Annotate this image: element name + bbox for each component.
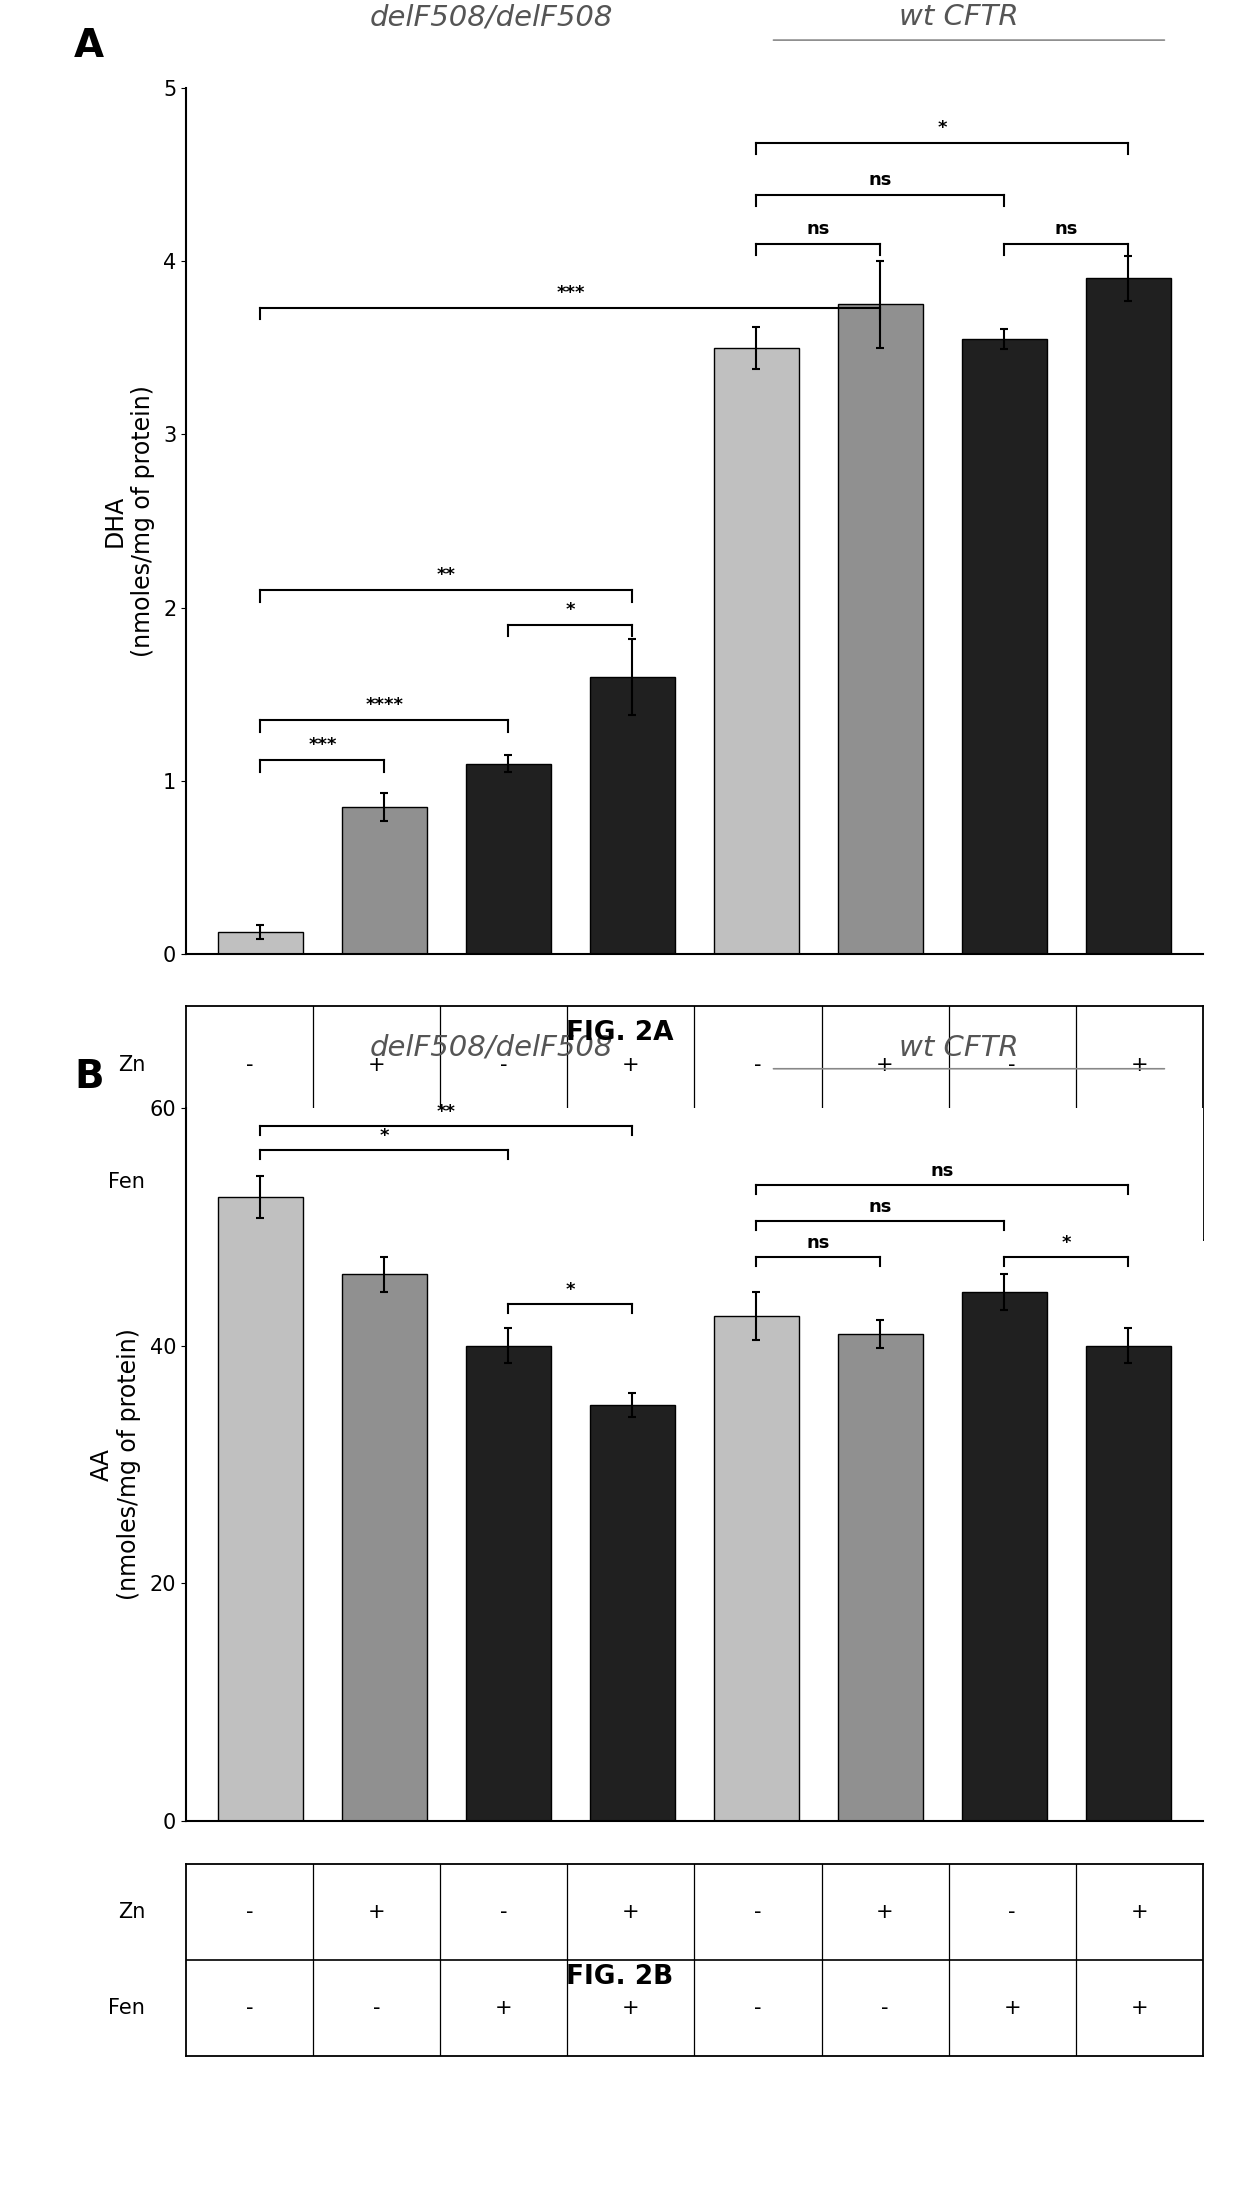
Text: B: B — [74, 1058, 104, 1097]
Text: ***: *** — [557, 283, 584, 303]
Bar — [342, 1275, 427, 1821]
Bar — [714, 1316, 799, 1821]
Bar — [962, 1292, 1047, 1821]
Bar — [342, 807, 427, 954]
Text: A: A — [74, 26, 104, 66]
Text: delF508/delF508: delF508/delF508 — [370, 1033, 613, 1062]
Text: ns: ns — [1055, 219, 1078, 237]
Bar — [714, 349, 799, 954]
Text: wt CFTR: wt CFTR — [899, 4, 1018, 31]
Text: *: * — [565, 601, 575, 619]
Text: ns: ns — [869, 171, 892, 189]
Bar — [218, 932, 303, 954]
Text: ns: ns — [931, 1163, 954, 1180]
Bar — [838, 305, 923, 954]
Text: delF508/delF508: delF508/delF508 — [370, 4, 613, 31]
Text: *: * — [1061, 1233, 1071, 1251]
Bar — [466, 764, 551, 954]
Text: *: * — [565, 1281, 575, 1299]
Y-axis label: DHA
(nmoles/mg of protein): DHA (nmoles/mg of protein) — [103, 386, 155, 656]
Y-axis label: AA
(nmoles/mg of protein): AA (nmoles/mg of protein) — [89, 1330, 141, 1599]
Bar — [590, 678, 675, 954]
Bar — [962, 340, 1047, 954]
Bar — [590, 1404, 675, 1821]
Bar — [1086, 1345, 1171, 1821]
Text: FIG. 2B: FIG. 2B — [567, 1964, 673, 1990]
Text: ns: ns — [869, 1198, 892, 1215]
Text: ***: *** — [309, 737, 336, 755]
Text: wt CFTR: wt CFTR — [899, 1033, 1018, 1062]
Bar — [838, 1334, 923, 1821]
Text: ns: ns — [807, 1233, 830, 1251]
Text: *: * — [379, 1126, 389, 1145]
Bar — [1086, 279, 1171, 954]
Text: **: ** — [436, 1104, 456, 1121]
Text: FIG. 2A: FIG. 2A — [567, 1020, 673, 1047]
Text: **: ** — [436, 566, 456, 584]
Text: *: * — [937, 118, 947, 138]
Bar — [466, 1345, 551, 1821]
Text: ns: ns — [807, 219, 830, 237]
Text: ****: **** — [366, 695, 403, 715]
Bar — [218, 1198, 303, 1821]
